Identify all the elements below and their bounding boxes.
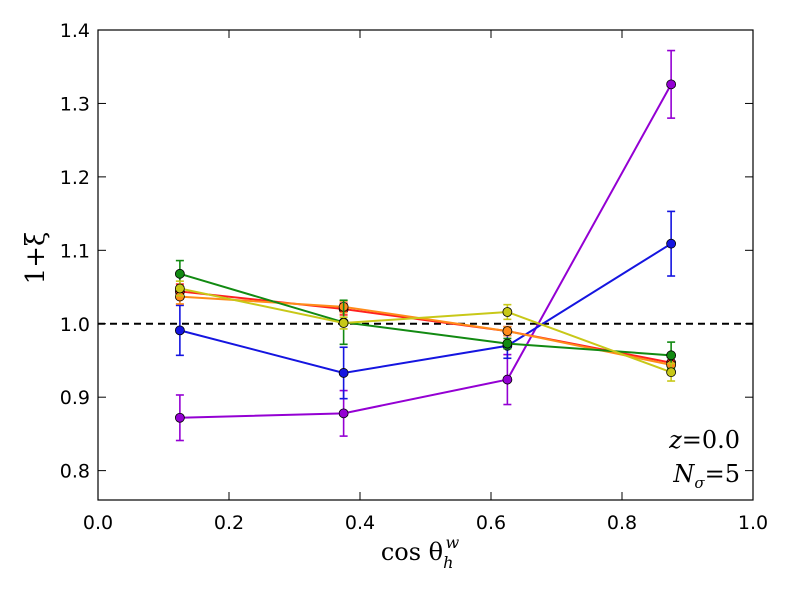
series-line-green [179,272,672,357]
y-tick-label: 0.9 [60,387,90,409]
x-tick-label: 0.2 [214,512,244,534]
data-point-purple [338,408,349,419]
x-axis-ticks: 0.0 0.2 0.4 0.6 0.8 1.0 [83,30,768,534]
series-green [174,259,677,370]
data-point-green [666,350,677,361]
data-point-yellow-green [338,318,349,328]
x-axis-label: cos θhw [381,533,460,572]
data-point-purple [502,374,513,385]
series-line-purple [179,83,672,419]
data-point-yellow-green [666,367,677,378]
data-point-orange [502,326,513,336]
x-tick-label: 1.0 [738,512,768,534]
y-tick-label: 1.4 [60,20,90,42]
series-line-orange [179,295,672,366]
annotation-nsigma: Nσ=5 [672,460,740,492]
series-orange [174,288,677,375]
data-point-blue [666,238,677,249]
x-tick-label: 0.0 [83,512,113,534]
series-layer [174,49,677,442]
annotation-redshift: z=0.0 [668,426,740,454]
x-tick-label: 0.6 [476,512,506,534]
series-yellow-green [174,280,677,382]
data-point-yellow-green [502,307,513,317]
plot-frame [97,29,754,501]
x-tick-label: 0.4 [345,512,375,534]
y-tick-label: 1.2 [60,167,90,189]
data-point-green [502,338,513,349]
data-point-purple [174,412,185,423]
series-blue [174,210,677,400]
y-tick-label: 0.8 [60,461,90,483]
series-purple [174,49,677,442]
x-tick-label: 0.8 [607,512,637,534]
data-point-purple [666,79,677,90]
y-axis-ticks: 0.8 0.9 1.0 1.1 1.2 1.3 1.4 [60,20,753,483]
data-point-blue [338,368,349,378]
series-line-yellow-green [179,287,672,374]
y-tick-label: 1.0 [60,314,90,336]
series-line-blue [179,242,672,374]
data-point-blue [174,325,185,336]
y-axis-label: 1+ξ [21,232,51,285]
y-tick-label: 1.1 [60,240,90,262]
data-point-yellow-green [174,283,185,294]
series-line-red [179,290,672,364]
y-tick-label: 1.3 [60,93,90,115]
data-point-green [174,268,185,279]
